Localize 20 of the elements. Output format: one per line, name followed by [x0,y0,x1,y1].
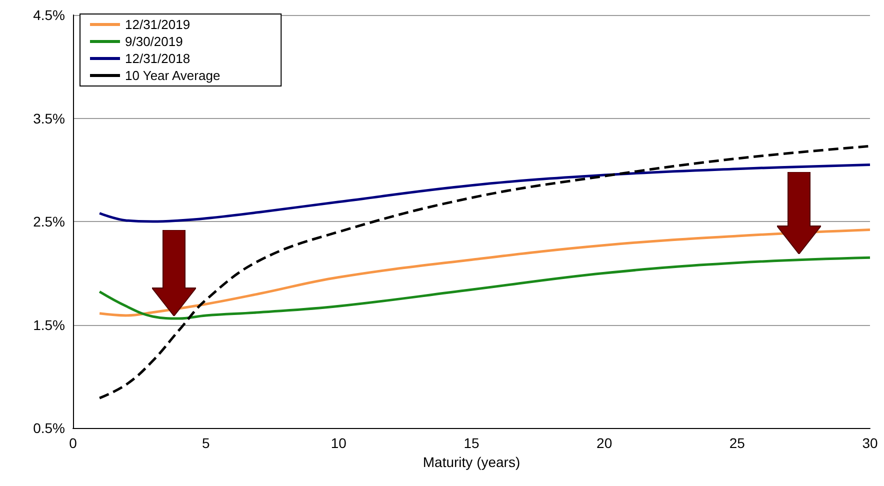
x-tick-label: 0 [69,435,78,451]
x-tick-label: 10 [330,435,347,451]
x-tick-label: 25 [729,435,746,451]
legend-label: 9/30/2019 [125,34,183,49]
y-tick-label: 0.5% [33,420,65,436]
line-series [98,228,872,317]
x-tick-label: 5 [202,435,210,451]
x-axis-title: Maturity (years) [422,454,520,470]
line-series [98,256,872,320]
line-series [98,163,872,223]
y-tick-label: 4.5% [33,7,65,23]
y-tick-label: 1.5% [33,316,65,333]
legend-label: 12/31/2018 [125,51,190,66]
y-tick-label: 3.5% [33,110,65,126]
legend-label: 12/31/2019 [125,17,190,32]
y-tick-label: 2.5% [33,214,65,230]
x-tick-label: 20 [596,435,612,451]
x-tick-label: 15 [464,435,480,451]
legend-label: 10 Year Average [125,68,220,83]
x-tick-label: 30 [862,435,878,451]
